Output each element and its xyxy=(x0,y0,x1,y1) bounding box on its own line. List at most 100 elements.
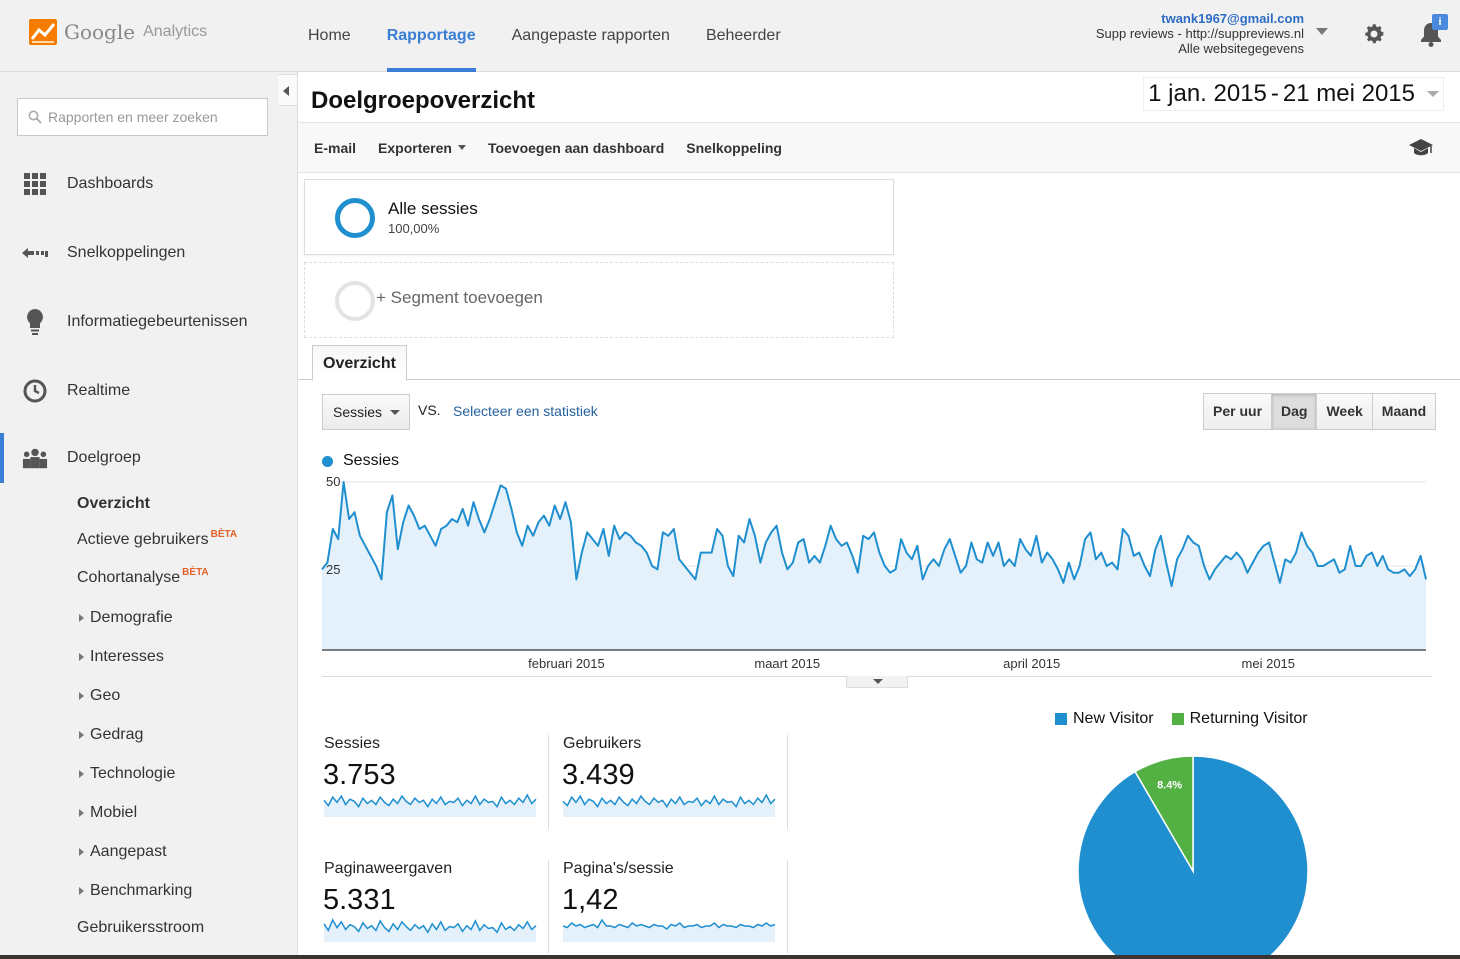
kpi-separator xyxy=(787,735,788,829)
top-navigation: Home Rapportage Aangepaste rapporten Beh… xyxy=(290,0,799,72)
sidebar-tree-label: Interesses xyxy=(90,648,164,665)
sidebar-item-label: Dashboards xyxy=(67,175,154,192)
topnav-reporting[interactable]: Rapportage xyxy=(369,0,494,72)
expand-arrow-icon xyxy=(79,770,84,778)
sidebar-item-shortcuts[interactable]: Snelkoppelingen xyxy=(0,228,298,278)
sidebar-item-label: Snelkoppelingen xyxy=(67,244,186,261)
segment-all-sessions[interactable]: Alle sessies 100,00% xyxy=(304,179,894,255)
kpi-sessions[interactable]: Sessies 3.753 xyxy=(323,735,543,835)
sidebar-tree-label: Mobiel xyxy=(90,804,138,821)
google-analytics-logo[interactable]: Google Analytics xyxy=(28,18,207,46)
shortcut-button[interactable]: Snelkoppeling xyxy=(686,139,782,156)
topnav-admin[interactable]: Beheerder xyxy=(705,27,781,44)
account-selector[interactable]: twank1967@gmail.com Supp reviews - http:… xyxy=(1096,11,1304,56)
sidebar-tree-mobile[interactable]: Mobiel xyxy=(79,804,137,822)
sidebar-item-dashboards[interactable]: Dashboards xyxy=(0,159,298,209)
gear-icon[interactable] xyxy=(1362,22,1386,46)
sidebar-subitem-active-users[interactable]: Actieve gebruikers BÈTA xyxy=(77,529,238,549)
people-icon xyxy=(22,445,48,471)
date-range-picker[interactable]: 1 jan. 2015 - 21 mei 2015 xyxy=(1143,77,1444,111)
sidebar-tree-label: Geo xyxy=(90,687,121,704)
expand-arrow-icon xyxy=(79,731,84,739)
report-tabs: Overzicht xyxy=(298,344,1460,381)
granularity-month-button[interactable]: Maand xyxy=(1372,394,1436,429)
kpi-pages-per-session[interactable]: Pagina's/sessie 1,42 xyxy=(562,860,782,959)
graduation-cap-icon[interactable] xyxy=(1408,137,1434,157)
kpi-sparkline xyxy=(323,793,537,817)
y-tick-label: 50 xyxy=(326,474,340,489)
sidebar-subitem-cohort[interactable]: Cohortanalyse BÈTA xyxy=(77,567,209,587)
sparkline-area xyxy=(324,795,536,817)
x-tick-label: maart 2015 xyxy=(754,656,820,671)
segment-area: Alle sessies 100,00% + Segment toevoegen xyxy=(298,173,1460,379)
date-start: 1 jan. 2015 xyxy=(1148,80,1267,107)
sidebar: Dashboards Snelkoppelingen Informatiegeb… xyxy=(0,72,298,959)
sidebar-item-audience[interactable]: Doelgroep xyxy=(0,433,298,483)
export-button[interactable]: Exporteren xyxy=(378,140,466,156)
granularity-day-button[interactable]: Dag xyxy=(1272,394,1318,429)
granularity-hour-button[interactable]: Per uur xyxy=(1204,394,1273,429)
sidebar-subitem-users-flow[interactable]: Gebruikersstroom xyxy=(77,919,205,936)
search-input[interactable] xyxy=(48,109,248,125)
vs-label: VS. xyxy=(418,402,441,418)
sidebar-tree-label: Gedrag xyxy=(90,726,144,743)
sidebar-tree-benchmarking[interactable]: Benchmarking xyxy=(79,882,192,900)
notification-badge[interactable]: i xyxy=(1432,14,1448,30)
granularity-week-button[interactable]: Week xyxy=(1317,394,1373,429)
search-icon xyxy=(28,110,42,124)
sidebar-tree-technology[interactable]: Technologie xyxy=(79,765,175,783)
sidebar-item-label: Informatiegebeurtenissen xyxy=(67,313,248,330)
select-statistic-link[interactable]: Selecteer een statistiek xyxy=(453,403,598,419)
sidebar-tree-custom[interactable]: Aangepast xyxy=(79,843,167,861)
sparkline-line xyxy=(562,918,776,930)
logo-google-text: Google xyxy=(64,20,136,44)
sparkline-line xyxy=(323,793,537,808)
topnav-custom-reports[interactable]: Aangepaste rapporten xyxy=(511,27,670,44)
shortcut-arrow-icon xyxy=(22,240,48,266)
chart-legend: Sessies xyxy=(322,452,399,470)
sidebar-tree-behavior[interactable]: Gedrag xyxy=(79,726,143,744)
add-segment-button[interactable]: + Segment toevoegen xyxy=(304,262,894,338)
add-to-dashboard-button[interactable]: Toevoegen aan dashboard xyxy=(487,139,665,156)
beta-badge: BÈTA xyxy=(210,529,238,540)
email-button[interactable]: E-mail xyxy=(314,139,357,156)
sidebar-tree-geo[interactable]: Geo xyxy=(79,687,120,705)
metric-select[interactable]: Sessies xyxy=(322,394,410,430)
pie-legend-new-visitor[interactable]: New Visitor xyxy=(1055,710,1154,728)
grid-icon xyxy=(22,171,48,197)
kpi-value: 5.331 xyxy=(323,884,396,916)
visitor-type-pie-chart[interactable]: 91.6%8.4% xyxy=(1068,738,1318,959)
report-toolbar: E-mail Exporteren Toevoegen aan dashboar… xyxy=(298,123,1460,173)
account-view: Alle websitegegevens xyxy=(1178,41,1304,56)
pie-legend-returning-visitor[interactable]: Returning Visitor xyxy=(1171,710,1308,728)
pie-slice-returning-visitor xyxy=(1134,755,1194,874)
chart-expand-handle[interactable] xyxy=(846,676,908,688)
legend-label: New Visitor xyxy=(1073,710,1154,727)
kpi-label: Pagina's/sessie xyxy=(563,860,674,877)
beta-badge: BÈTA xyxy=(182,567,209,578)
series-line-sessies xyxy=(321,481,1427,588)
kpi-separator xyxy=(548,860,549,954)
legend-swatch xyxy=(1055,713,1067,725)
kpi-label: Sessies xyxy=(324,735,381,752)
sidebar-tree-interests[interactable]: Interesses xyxy=(79,648,164,666)
sidebar-collapse-button[interactable] xyxy=(278,74,298,106)
tab-overview[interactable]: Overzicht xyxy=(312,345,407,381)
sidebar-item-intelligence-events[interactable]: Informatiegebeurtenissen xyxy=(0,297,298,347)
sidebar-subitem-label: Cohortanalyse xyxy=(77,569,181,586)
date-end: 21 mei 2015 xyxy=(1282,80,1415,107)
kpi-pageviews[interactable]: Paginaweergaven 5.331 xyxy=(323,860,543,959)
top-bar: Google Analytics Home Rapportage Aangepa… xyxy=(0,0,1460,72)
sidebar-tree-demographics[interactable]: Demografie xyxy=(79,609,173,627)
topnav-home[interactable]: Home xyxy=(308,27,351,44)
legend-series-name: Sessies xyxy=(343,452,400,469)
report-search[interactable] xyxy=(17,98,268,136)
account-dropdown-icon[interactable] xyxy=(1316,28,1328,35)
sessions-line-chart[interactable]: 50 25 februari 2015 maart 2015 april 2015 mei… xyxy=(321,474,1432,674)
kpi-users[interactable]: Gebruikers 3.439 xyxy=(562,735,782,835)
clock-icon xyxy=(22,378,48,404)
sidebar-item-realtime[interactable]: Realtime xyxy=(0,366,298,416)
sparkline-line xyxy=(323,918,537,934)
date-separator: - xyxy=(1270,80,1279,107)
sidebar-subitem-overview[interactable]: Overzicht xyxy=(77,495,150,512)
